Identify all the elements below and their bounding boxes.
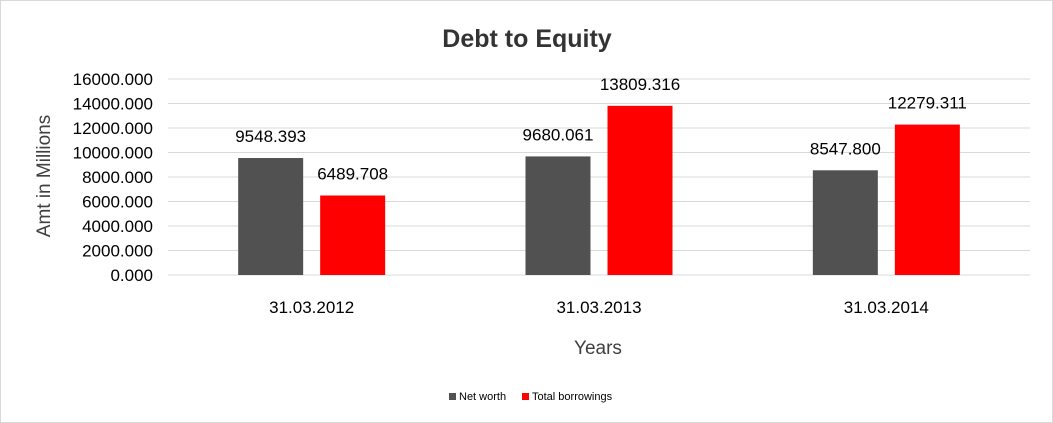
legend-swatch xyxy=(449,393,456,400)
data-label: 9548.393 xyxy=(235,127,306,146)
bar-total-borrowings xyxy=(320,195,386,275)
y-tick-label: 8000.000 xyxy=(82,168,153,187)
gridlines xyxy=(168,78,1030,276)
data-label: 13809.316 xyxy=(600,75,680,94)
bar-net-worth xyxy=(812,170,878,275)
y-tick-label: 6000.000 xyxy=(82,193,153,212)
data-label: 8547.800 xyxy=(810,139,881,158)
legend: Net worth Total borrowings xyxy=(449,391,613,403)
y-tick-label: 2000.000 xyxy=(82,242,153,261)
bar-net-worth xyxy=(525,156,591,275)
x-axis-ticks: 31.03.2012 31.03.2013 31.03.2014 xyxy=(269,298,929,317)
y-tick-label: 16000.000 xyxy=(73,70,153,89)
x-axis-label: Years xyxy=(574,338,622,359)
bar-total-borrowings xyxy=(607,105,673,275)
x-tick-label: 31.03.2014 xyxy=(844,298,929,317)
y-tick-label: 14000.000 xyxy=(73,95,153,114)
bar-net-worth xyxy=(238,158,304,275)
y-axis-ticks: 0.000 2000.000 4000.000 6000.000 8000.000 100… xyxy=(73,70,153,285)
data-labels: 9548.393 6489.708 9680.061 13809.316 8547.80… xyxy=(235,75,967,184)
x-tick-label: 31.03.2012 xyxy=(269,298,354,317)
legend-label: Total borrowings xyxy=(532,391,613,403)
data-label: 9680.061 xyxy=(523,125,594,144)
data-label: 6489.708 xyxy=(317,165,388,184)
y-tick-label: 10000.000 xyxy=(73,144,153,163)
y-tick-label: 0.000 xyxy=(110,266,153,285)
y-axis-label: Amt in Millions xyxy=(34,115,55,237)
bars xyxy=(238,105,960,276)
x-tick-label: 31.03.2013 xyxy=(556,298,641,317)
chart-title: Debt to Equity xyxy=(442,25,612,53)
legend-label: Net worth xyxy=(459,391,506,403)
y-tick-label: 4000.000 xyxy=(82,217,153,236)
data-label: 12279.311 xyxy=(888,94,967,113)
legend-swatch xyxy=(522,393,529,400)
bar-total-borrowings xyxy=(894,124,960,276)
y-tick-label: 12000.000 xyxy=(73,119,153,138)
